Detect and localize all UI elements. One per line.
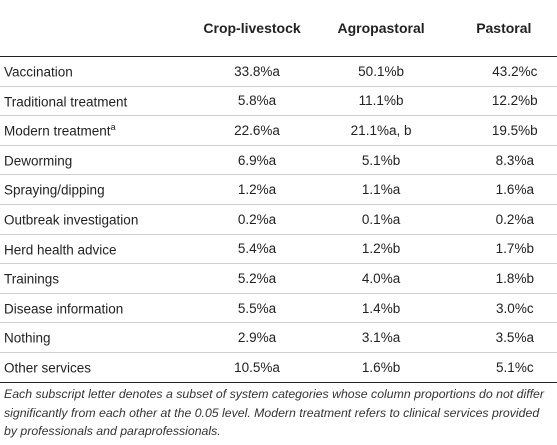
table-row: Outbreak investigation 0.2%a 0.1%a 0.2%a (0, 204, 557, 235)
cell-crop-livestock: 2.9%a (237, 330, 277, 346)
header-crop-livestock: Crop-livestock (203, 20, 301, 36)
cell-pastoral: 5.1%c (496, 359, 534, 375)
cell-crop-livestock: 1.2%a (237, 182, 277, 198)
header-pastoral: Pastoral (476, 20, 532, 36)
row-label: Deworming (4, 153, 73, 169)
header-category (0, 0, 193, 57)
cell-agropastoral: 3.1%a (361, 330, 401, 346)
cell-pastoral: 3.5%a (495, 330, 534, 346)
cell-crop-livestock: 5.2%a (237, 270, 277, 286)
row-label: Outbreak investigation (4, 212, 139, 228)
table-row: Vaccination 33.8%a 50.1%b 43.2%c (0, 57, 557, 87)
cell-pastoral: 12.2%b (491, 93, 538, 109)
cell-agropastoral: 1.6%b (361, 359, 401, 375)
cell-pastoral: 1.6%a (495, 182, 534, 198)
cell-crop-livestock: 0.2%a (237, 211, 277, 227)
row-label: Disease information (4, 301, 124, 317)
cell-crop-livestock: 22.6%a (234, 122, 280, 138)
table-footnote: Each subscript letter denotes a subset o… (4, 387, 544, 438)
table-row: Herd health advice 5.4%a 1.2%b 1.7%b (0, 234, 557, 264)
cell-agropastoral: 11.1%b (358, 93, 404, 109)
table-row: Traditional treatment 5.8%a 11.1%b 12.2%… (0, 86, 557, 116)
table-header-row: Crop-livestock Agropastoral Pastoral (0, 0, 557, 57)
table-row: Other services 10.5%a 1.6%b 5.1%c (0, 352, 557, 383)
cell-pastoral: 19.5%b (491, 122, 538, 138)
services-table: Crop-livestock Agropastoral Pastoral Vac… (0, 0, 557, 383)
cell-crop-livestock: 5.4%a (237, 241, 277, 257)
cell-agropastoral: 50.1%b (358, 63, 404, 79)
cell-pastoral: 0.2%a (495, 211, 534, 227)
row-label: Traditional treatment (4, 94, 128, 110)
table-row: Disease information 5.5%a 1.4%b 3.0%c (0, 293, 557, 323)
table-row: Modern treatmenta 22.6%a 21.1%a, b 19.5%… (0, 116, 557, 146)
cell-pastoral: 1.7%b (495, 241, 534, 257)
footnote-marker: a (110, 122, 116, 133)
row-label: Modern treatmenta (4, 122, 116, 139)
cell-crop-livestock: 5.8%a (237, 93, 277, 109)
cell-agropastoral: 21.1%a, b (350, 122, 412, 138)
row-label: Other services (4, 360, 92, 376)
table-row: Spraying/dipping 1.2%a 1.1%a 1.6%a (0, 175, 557, 205)
cell-agropastoral: 1.1%a (361, 182, 401, 198)
table-row: Deworming 6.9%a 5.1%b 8.3%a (0, 145, 557, 175)
table-row: Trainings 5.2%a 4.0%a 1.8%b (0, 264, 557, 294)
cell-pastoral: 1.8%b (495, 270, 534, 286)
cell-pastoral: 8.3%a (495, 152, 534, 168)
row-label: Herd health advice (4, 242, 117, 258)
cell-agropastoral: 4.0%a (361, 270, 401, 286)
cell-crop-livestock: 6.9%a (237, 152, 277, 168)
row-label: Vaccination (4, 64, 73, 80)
cell-crop-livestock: 5.5%a (237, 300, 277, 316)
cell-agropastoral: 5.1%b (361, 152, 401, 168)
cell-crop-livestock: 33.8%a (234, 63, 280, 79)
cell-agropastoral: 1.4%b (361, 300, 401, 316)
table-row: Nothing 2.9%a 3.1%a 3.5%a (0, 323, 557, 353)
cell-agropastoral: 1.2%b (361, 241, 401, 257)
header-agropastoral: Agropastoral (337, 20, 425, 36)
row-label: Nothing (4, 330, 51, 346)
row-label: Trainings (4, 271, 60, 287)
cell-agropastoral: 0.1%a (361, 211, 401, 227)
cell-crop-livestock: 10.5%a (234, 359, 280, 375)
cell-pastoral: 3.0%c (496, 300, 534, 316)
table-body: Vaccination 33.8%a 50.1%b 43.2%c Traditi… (0, 57, 557, 383)
cell-pastoral: 43.2%c (492, 63, 538, 79)
row-label: Spraying/dipping (4, 182, 105, 198)
